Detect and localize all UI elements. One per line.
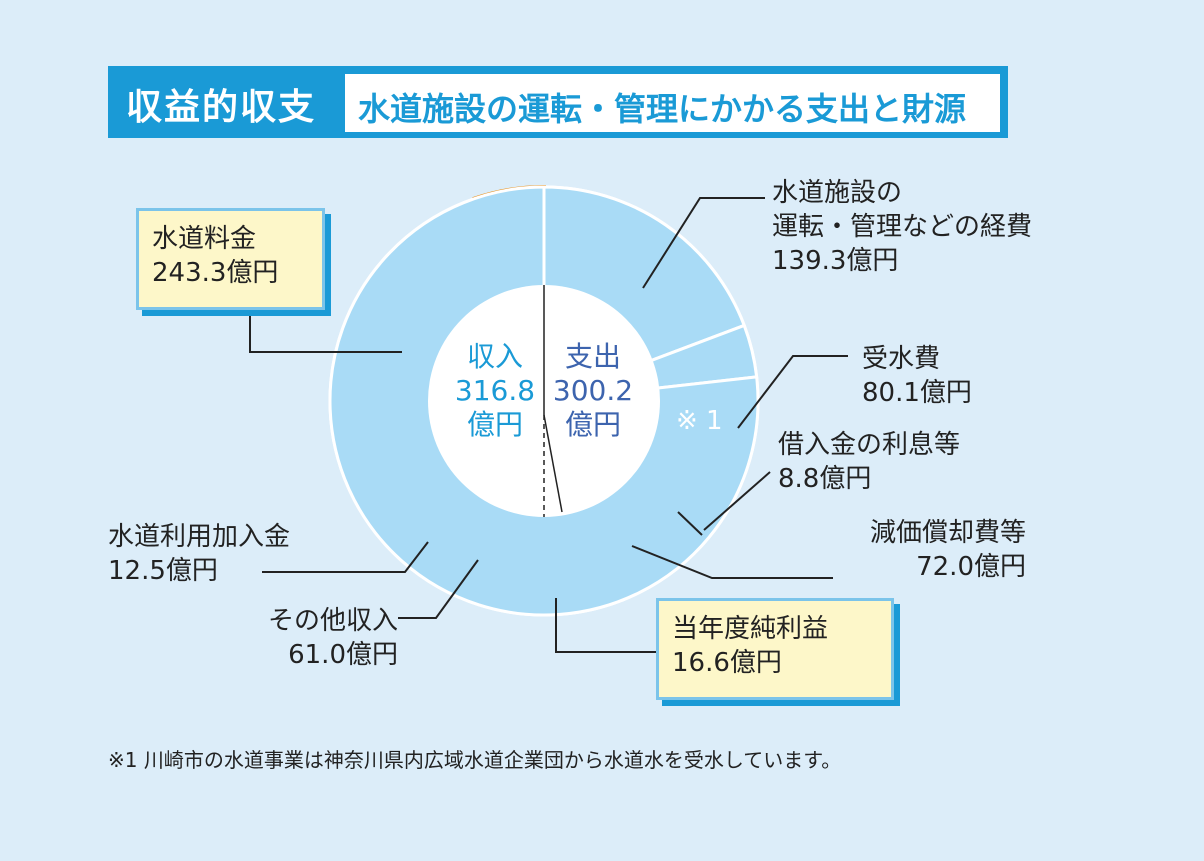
- subtitle-panel: [345, 74, 1000, 132]
- leader-operating-cost: [642, 197, 765, 289]
- label-box-water-fee: [136, 208, 325, 310]
- slice-water-fee: [328, 185, 760, 617]
- expense-total-value: 300.2: [552, 374, 634, 407]
- label-depreciation-name: 減価償却費等: [869, 518, 1026, 548]
- income-title: 収入: [466, 340, 523, 373]
- label-interest: 借入金の利息等 8.8億円: [778, 428, 960, 496]
- income-total-unit: 億円: [466, 408, 523, 441]
- label-operating-cost-line2: 運転・管理などの経費: [772, 212, 1033, 242]
- label-depreciation-value: 72.0億円: [916, 552, 1026, 582]
- label-connection-fee: 水道利用加入金 12.5億円: [108, 520, 290, 588]
- label-net-profit: 当年度純利益 16.6億円: [672, 612, 828, 680]
- label-water-fee-value: 243.3億円: [152, 258, 279, 288]
- label-interest-value: 8.8億円: [778, 464, 872, 494]
- label-water-purchase-name: 受水費: [862, 344, 941, 374]
- label-other-income: その他収入 61.0億円: [218, 604, 398, 672]
- label-water-purchase-value: 80.1億円: [862, 378, 972, 408]
- leader-interest: [703, 471, 771, 531]
- label-water-fee-name: 水道料金: [152, 224, 257, 254]
- section-title: 収益的収支: [126, 87, 317, 128]
- label-net-profit-name: 当年度純利益: [672, 614, 829, 644]
- leader-water-fee: [249, 306, 402, 353]
- label-other-income-value: 61.0億円: [288, 640, 398, 670]
- note-marker-1: ※ 1: [676, 406, 723, 436]
- leader-net-profit: [555, 598, 656, 653]
- income-total-label: 収入 316.8 億円: [450, 340, 540, 442]
- expense-total-unit: 億円: [564, 408, 621, 441]
- leader-other-income: [398, 559, 479, 619]
- leader-depreciation: [631, 545, 833, 579]
- expense-total-label: 支出 300.2 億円: [548, 340, 638, 442]
- chart-subtitle: 水道施設の運転・管理にかかる支出と財源: [358, 90, 967, 128]
- label-connection-fee-name: 水道利用加入金: [108, 522, 291, 552]
- label-connection-fee-value: 12.5億円: [108, 556, 218, 586]
- label-interest-name: 借入金の利息等: [778, 430, 961, 460]
- leader-connection-fee: [262, 541, 429, 573]
- label-water-purchase: 受水費 80.1億円: [862, 342, 972, 410]
- label-operating-cost-line1: 水道施設の: [772, 178, 903, 208]
- label-box-net-profit: [656, 598, 894, 700]
- leader-interest-tick: [677, 511, 703, 536]
- leader-water-purchase: [737, 355, 848, 429]
- expense-title: 支出: [564, 340, 621, 373]
- label-net-profit-value: 16.6億円: [672, 648, 782, 678]
- footnote: ※1 川崎市の水道事業は神奈川県内広域水道企業団から水道水を受水しています。: [108, 748, 842, 772]
- label-operating-cost-value: 139.3億円: [772, 246, 899, 276]
- income-total-value: 316.8: [454, 374, 536, 407]
- label-other-income-name: その他収入: [267, 606, 398, 636]
- label-depreciation: 減価償却費等 72.0億円: [836, 516, 1026, 584]
- label-water-fee: 水道料金 243.3億円: [152, 222, 278, 290]
- label-operating-cost: 水道施設の 運転・管理などの経費 139.3億円: [772, 176, 1032, 278]
- center-divider-slant: [543, 414, 563, 513]
